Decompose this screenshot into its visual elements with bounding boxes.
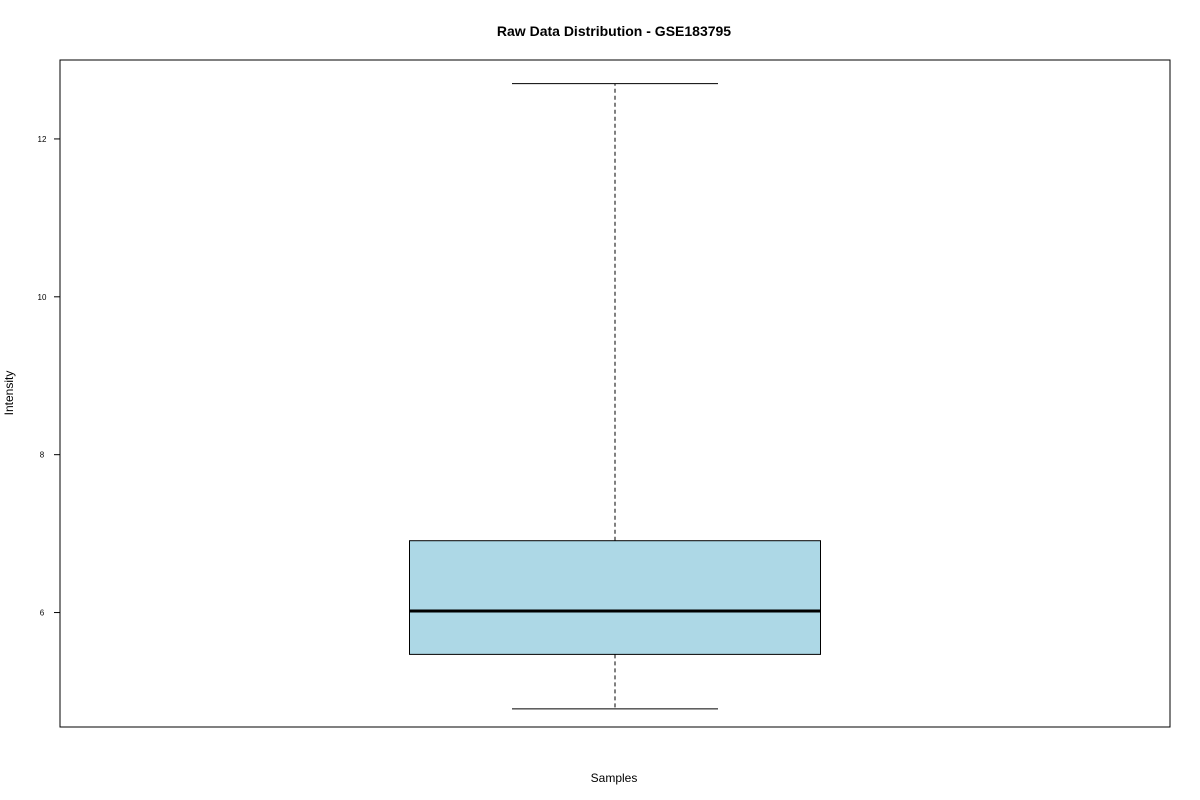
y-tick-label: 8 (40, 451, 45, 460)
y-tick-label: 6 (40, 609, 45, 618)
interquartile-box (409, 540, 821, 655)
chart-title: Raw Data Distribution - GSE183795 (497, 23, 731, 39)
y-axis-label: Intensity (2, 371, 16, 416)
y-tick-label: 10 (38, 293, 47, 302)
y-axis: 6 8 10 12 (38, 135, 60, 618)
x-axis-label: Samples (591, 771, 638, 785)
y-tick-label: 12 (38, 135, 47, 144)
plot-frame (59, 59, 1171, 728)
boxes (409, 83, 821, 710)
